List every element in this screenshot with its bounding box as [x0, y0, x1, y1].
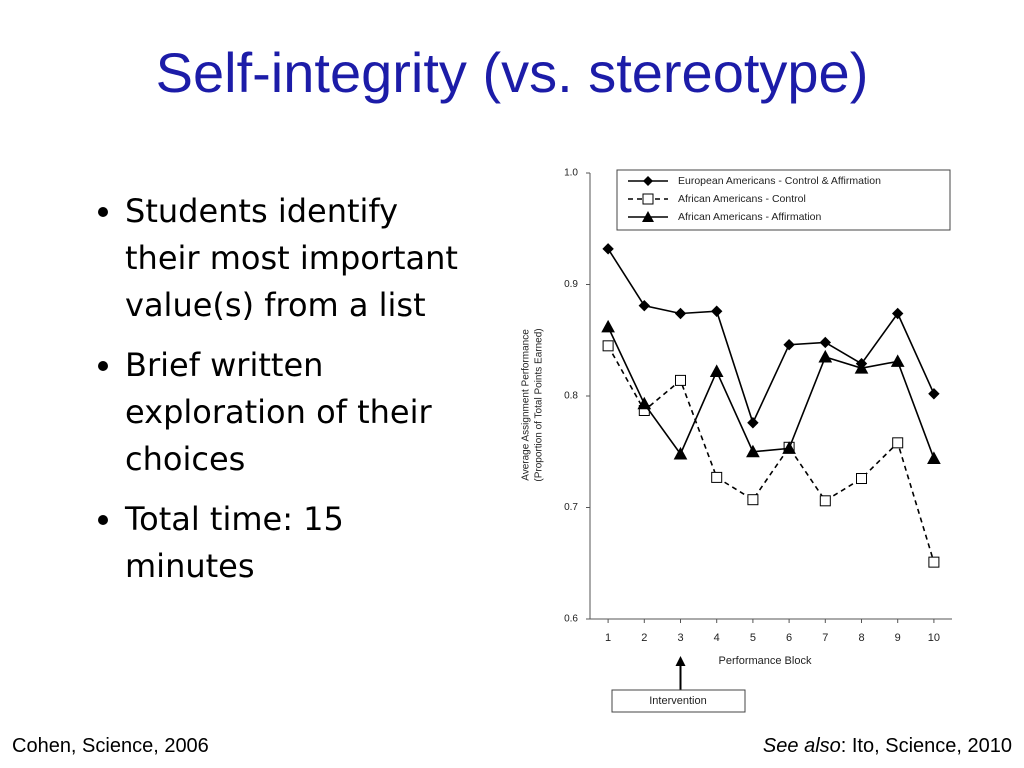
legend-marker: [642, 193, 654, 205]
legend-label: African Americans - Affirmation: [678, 211, 822, 223]
marker: [782, 441, 796, 454]
x-tick-label: 6: [786, 632, 792, 644]
marker: [928, 388, 940, 400]
x-tick-label: 4: [714, 632, 720, 644]
marker: [711, 471, 723, 483]
marker: [602, 340, 614, 352]
bullet: Brief written exploration of their choic…: [125, 342, 470, 483]
y-tick-label: 0.6: [564, 614, 578, 625]
legend-label: African Americans - Control: [678, 193, 806, 205]
citation: Cohen, Science, 2006: [12, 735, 209, 757]
see-also-text: : Ito, Science, 2010: [840, 735, 1012, 757]
marker: [856, 473, 867, 485]
annotation-box: [611, 689, 746, 713]
series-line: [607, 248, 935, 425]
marker: [927, 451, 941, 464]
x-tick-label: 1: [605, 632, 611, 644]
marker: [673, 446, 688, 460]
x-tick-label: 5: [750, 632, 756, 644]
x-tick-label: 2: [641, 632, 647, 644]
see-also-label: See also: [762, 735, 841, 757]
y-tick-label: 0.8: [564, 391, 578, 402]
annotation-label: Intervention: [649, 695, 706, 707]
y-axis-label: Average Assignment Performance: [521, 329, 532, 481]
x-tick-label: 10: [928, 632, 940, 644]
marker: [928, 556, 940, 568]
marker: [892, 437, 904, 449]
marker: [747, 494, 759, 506]
marker: [854, 361, 869, 374]
y-tick-label: 0.9: [564, 279, 578, 290]
marker: [746, 444, 760, 458]
marker: [675, 374, 686, 386]
bullet: Students identify their most important v…: [125, 188, 470, 329]
see-also: See also: Ito, Science, 2010: [763, 735, 1012, 758]
marker: [819, 336, 832, 349]
marker: [890, 354, 905, 367]
legend-box: [616, 169, 951, 231]
legend-label: European Americans - Control & Affirmati…: [678, 175, 881, 187]
marker: [601, 319, 615, 333]
x-tick-label: 7: [822, 632, 828, 644]
marker: [674, 307, 687, 320]
slide-title: Self-integrity (vs. stereotype): [155, 41, 869, 104]
marker: [710, 305, 723, 317]
y-tick-label: 0.7: [564, 502, 578, 513]
marker: [747, 417, 759, 429]
x-tick-label: 8: [858, 632, 864, 644]
legend-marker: [643, 176, 653, 186]
x-tick-label: 3: [677, 632, 683, 644]
marker: [637, 396, 652, 410]
marker: [709, 364, 724, 377]
marker: [783, 339, 795, 351]
series-line: [607, 326, 935, 459]
series-line: [607, 345, 935, 563]
y-tick-label: 1.0: [564, 168, 578, 179]
marker: [638, 299, 651, 312]
y-axis-label: (Proportion of Total Points Earned): [534, 328, 545, 481]
bullet: Total time: 15 minutes: [125, 496, 470, 590]
x-tick-label: 9: [895, 632, 901, 644]
annotation-arrowhead: [675, 656, 686, 666]
marker: [602, 243, 614, 255]
marker: [891, 307, 904, 320]
bullet-list: Students identify their most important v…: [88, 188, 470, 603]
marker: [818, 349, 833, 363]
marker: [819, 495, 831, 507]
legend-marker: [642, 211, 654, 222]
x-axis-label: Performance Block: [719, 655, 812, 667]
